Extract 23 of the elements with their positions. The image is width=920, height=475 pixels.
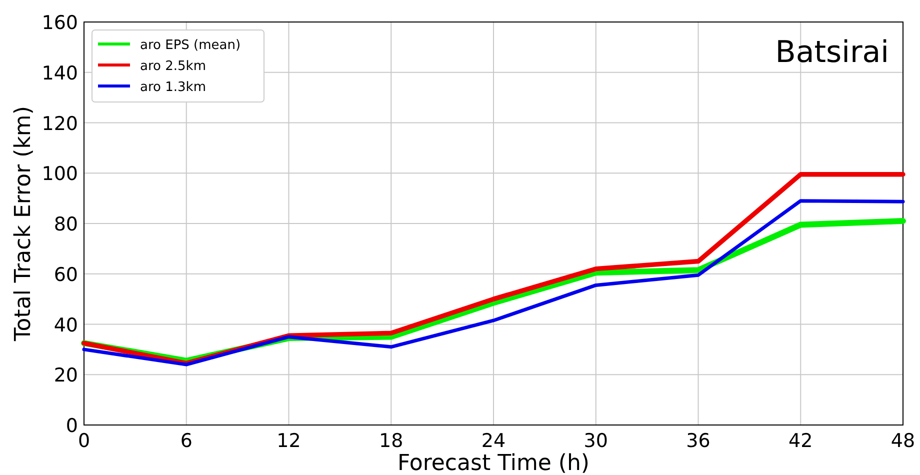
legend-label: aro EPS (mean)	[140, 38, 241, 53]
y-tick-label: 160	[42, 12, 78, 34]
y-tick-label: 60	[54, 264, 78, 286]
y-tick-label: 100	[42, 163, 78, 186]
y-tick-label: 80	[54, 214, 78, 236]
x-tick-label: 42	[788, 430, 813, 452]
y-tick-label: 140	[42, 62, 78, 84]
x-tick-label: 18	[379, 430, 404, 452]
annotation: Batsirai	[775, 35, 889, 70]
y-tick-label: 0	[66, 415, 78, 437]
y-tick-label: 40	[54, 314, 78, 336]
y-axis-title: Total Track Error (km)	[11, 106, 36, 342]
legend-label: aro 2.5km	[140, 59, 206, 74]
x-tick-label: 48	[890, 430, 916, 452]
y-tick-label: 120	[42, 112, 78, 135]
x-tick-label: 12	[276, 430, 301, 452]
legend-label: aro 1.3km	[140, 80, 206, 95]
x-tick-label: 36	[686, 430, 710, 452]
x-tick-label: 30	[584, 430, 608, 452]
y-tick-label: 20	[54, 364, 78, 387]
x-tick-label: 6	[180, 430, 192, 452]
x-tick-label: 24	[481, 430, 506, 452]
x-axis-title: Forecast Time (h)	[397, 451, 590, 475]
